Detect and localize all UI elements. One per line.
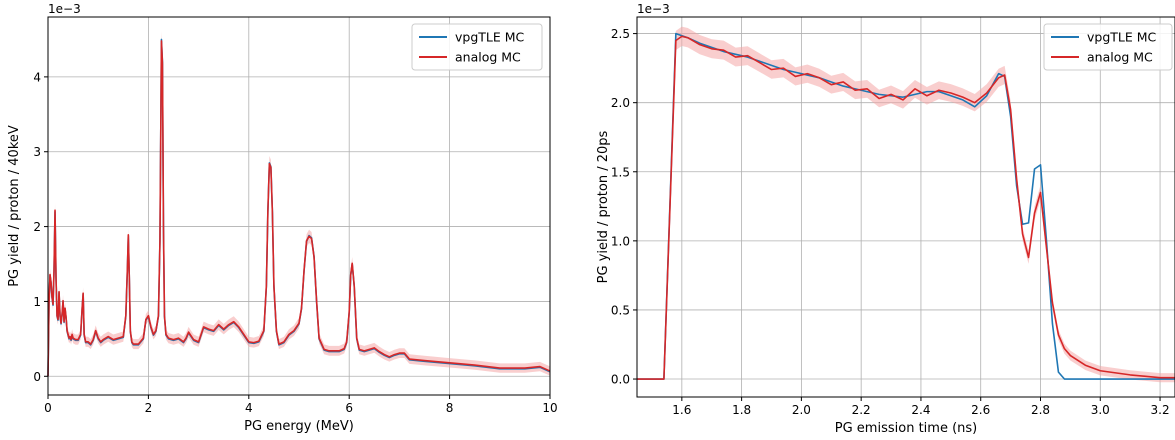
x-axis-label: PG energy (MeV) <box>244 419 354 434</box>
x-tick-label: 8 <box>446 401 454 415</box>
x-tick-label: 2.0 <box>792 403 811 417</box>
x-tick-label: 1.6 <box>672 403 691 417</box>
y-tick-label: 0.5 <box>611 303 630 317</box>
energy-spectrum-panel: 0 2 4 6 8 10 0 1 2 3 4 PG energy (MeV) PG yield /… <box>7 2 558 434</box>
x-tick-label: 4 <box>245 401 253 415</box>
legend-box <box>1043 23 1173 71</box>
y-multiplier-label: 1e−3 <box>637 2 670 16</box>
y-tick-label: 1.0 <box>611 234 630 248</box>
y-tick-label: 0 <box>33 370 41 384</box>
y-tick-label: 1.5 <box>611 165 630 179</box>
uncertainty-bands <box>637 26 1175 383</box>
series-lines <box>637 32 1175 380</box>
x-ticks: 1.6 1.8 2.0 2.2 2.4 2.6 2.8 3.0 3.2 <box>672 397 1170 417</box>
y-ticks: 0.0 0.5 1.0 1.5 2.0 2.5 <box>611 27 637 387</box>
plot-frame <box>636 16 1175 398</box>
legend-label-vpgtle: vpgTLE MC <box>455 30 525 45</box>
analog-uncertainty-band <box>637 26 1175 383</box>
x-tick-label: 3.2 <box>1151 403 1170 417</box>
legend: vpgTLE MC analog MC <box>1043 23 1173 71</box>
y-tick-label: 2.5 <box>611 27 630 41</box>
x-tick-label: 10 <box>542 401 557 415</box>
y-ticks: 0 1 2 3 4 <box>33 70 48 384</box>
emission-time-panel: 1.6 1.8 2.0 2.2 2.4 2.6 2.8 3.0 3.2 0.0 0.5 1.0 1.5… <box>596 2 1175 436</box>
y-tick-label: 0.0 <box>611 373 630 387</box>
legend: vpgTLE MC analog MC <box>411 23 543 71</box>
legend-label-analog: analog MC <box>1087 50 1153 65</box>
x-tick-label: 2.4 <box>911 403 930 417</box>
uncertainty-bands <box>48 31 550 377</box>
x-tick-label: 2.8 <box>1031 403 1050 417</box>
plot-frame <box>47 16 551 396</box>
y-multiplier-label: 1e−3 <box>48 2 81 16</box>
x-tick-label: 2.6 <box>971 403 990 417</box>
y-tick-label: 3 <box>33 145 41 159</box>
y-tick-label: 4 <box>33 70 41 84</box>
x-tick-label: 1.8 <box>732 403 751 417</box>
x-tick-label: 0 <box>44 401 52 415</box>
x-tick-label: 6 <box>345 401 353 415</box>
grid-lines <box>48 17 550 395</box>
y-axis-label: PG yield / proton / 40keV <box>7 125 22 287</box>
legend-label-analog: analog MC <box>455 50 521 65</box>
series-lines <box>47 38 551 377</box>
y-tick-label: 2.0 <box>611 96 630 110</box>
y-tick-label: 1 <box>33 295 41 309</box>
series-line-analog <box>637 35 1175 380</box>
x-axis-label: PG emission time (ns) <box>835 421 977 436</box>
y-axis-label: PG yield / proton / 20ps <box>596 130 611 283</box>
series-line-analog <box>47 40 551 377</box>
legend-box <box>411 23 543 71</box>
x-tick-label: 2 <box>145 401 153 415</box>
legend-label-vpgtle: vpgTLE MC <box>1087 30 1157 45</box>
x-tick-label: 3.0 <box>1091 403 1110 417</box>
grid-lines <box>637 17 1175 397</box>
series-line-vpgtle <box>637 32 1175 380</box>
y-tick-label: 2 <box>33 220 41 234</box>
analog-uncertainty-band <box>48 31 550 377</box>
x-ticks: 0 2 4 6 8 10 <box>44 395 558 415</box>
x-tick-label: 2.2 <box>852 403 871 417</box>
